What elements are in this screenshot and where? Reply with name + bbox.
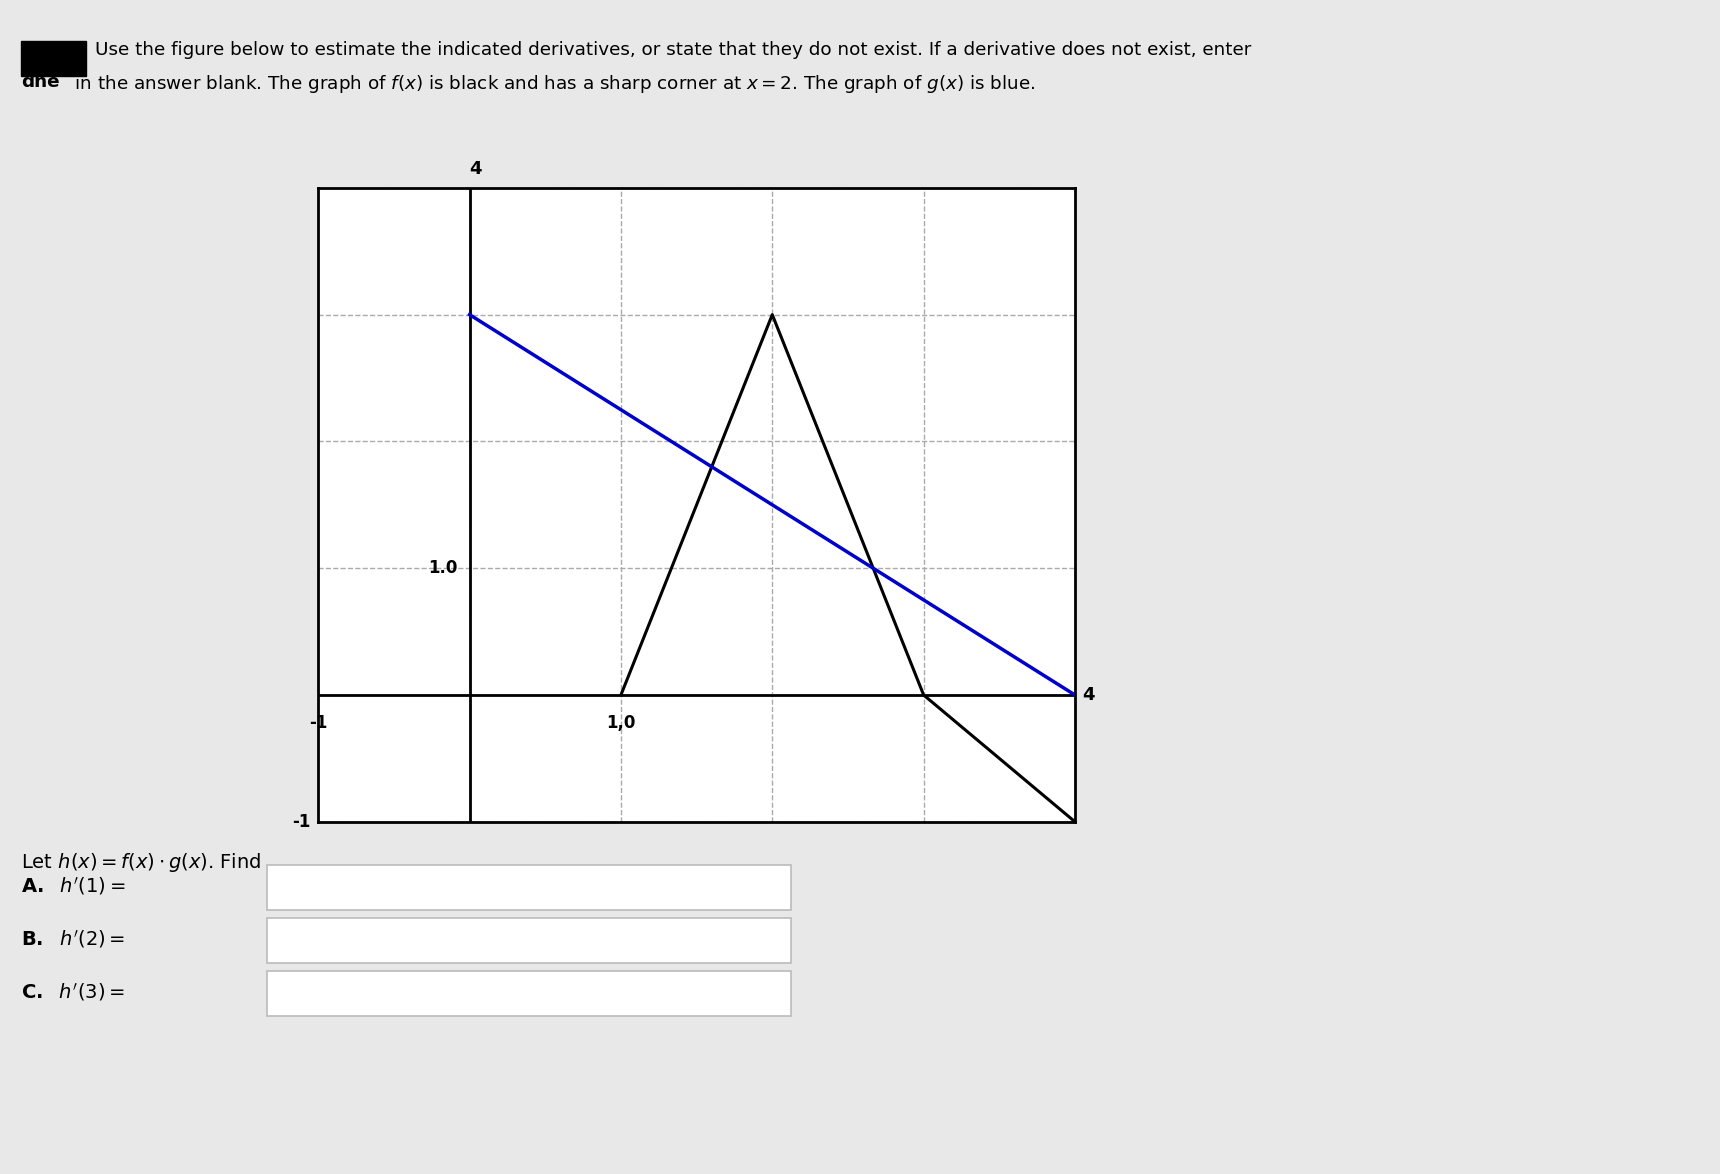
Text: in the answer blank. The graph of $f(x)$ is black and has a sharp corner at $x =: in the answer blank. The graph of $f(x)$… (69, 73, 1035, 95)
Text: Let $h(x) = f(x) \cdot g(x)$. Find: Let $h(x) = f(x) \cdot g(x)$. Find (21, 851, 261, 875)
Text: $\mathbf{C.}$  $h'(3) = $: $\mathbf{C.}$ $h'(3) = $ (21, 981, 124, 1003)
Text: Use the figure below to estimate the indicated derivatives, or state that they d: Use the figure below to estimate the ind… (95, 41, 1250, 59)
Text: $\mathbf{A.}$  $h'(1) = $: $\mathbf{A.}$ $h'(1) = $ (21, 876, 126, 897)
Text: 4: 4 (1082, 686, 1096, 704)
Text: -1: -1 (310, 714, 327, 733)
Text: 1.0: 1.0 (428, 559, 458, 578)
Text: dne: dne (21, 73, 58, 90)
Text: $\mathbf{B.}$  $h'(2) = $: $\mathbf{B.}$ $h'(2) = $ (21, 929, 126, 950)
Text: 4: 4 (470, 160, 482, 177)
Text: 1,0: 1,0 (605, 714, 636, 733)
Text: -1: -1 (292, 812, 311, 831)
